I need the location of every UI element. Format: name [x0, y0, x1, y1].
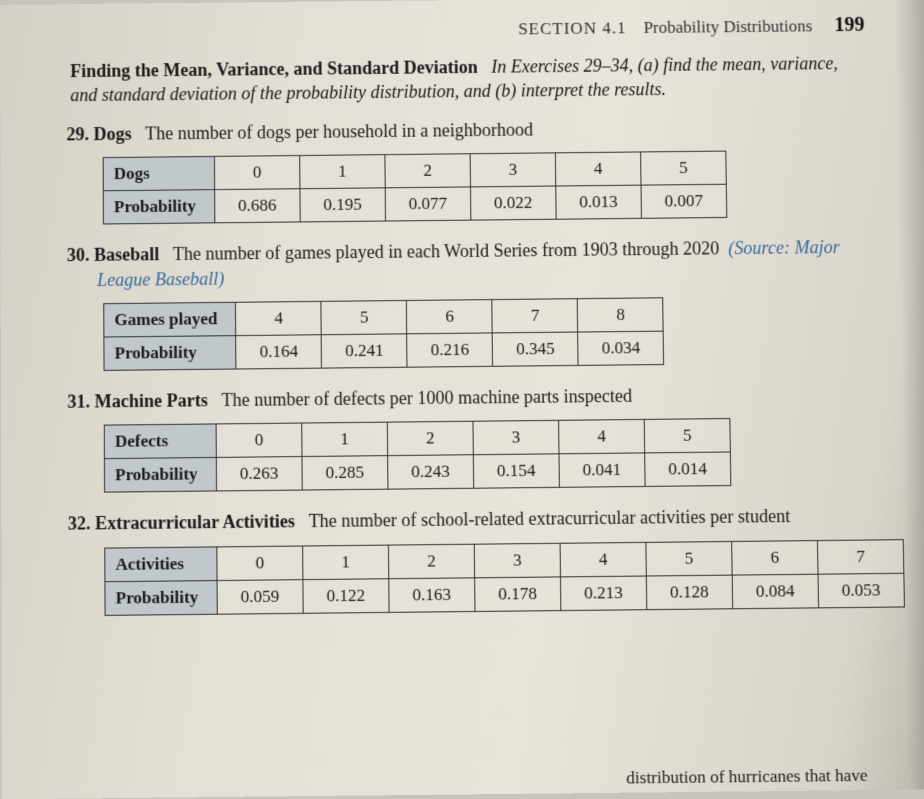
table-row: Probability 0.059 0.122 0.163 0.178 0.21… [105, 573, 904, 615]
row-header: Activities [105, 546, 217, 581]
row-header: Probability [105, 580, 217, 615]
cell: 5 [646, 541, 732, 576]
cell: 4 [555, 152, 641, 186]
cell: 0.686 [215, 188, 301, 222]
table-row: Probability 0.263 0.285 0.243 0.154 0.04… [104, 452, 730, 492]
exercise-prompt: 30. Baseball The number of games played … [67, 234, 879, 293]
table-baseball: Games played 4 5 6 7 8 Probability 0.164… [103, 297, 664, 371]
exercise-number: 29. [66, 124, 89, 144]
cell: 0.122 [303, 578, 389, 613]
cell: 0.013 [556, 185, 642, 219]
section-title: Probability Distributions [643, 16, 812, 37]
cell: 0 [214, 155, 299, 189]
cell: 5 [640, 151, 726, 185]
cell: 0.007 [641, 184, 727, 218]
exercise-31: 31. Machine Parts The number of defects … [67, 381, 882, 493]
exercise-title: Extracurricular Activities [95, 511, 295, 533]
table-dogs: Dogs 0 1 2 3 4 5 Probability 0.686 0.195… [103, 150, 728, 224]
cell: 0.034 [578, 331, 664, 365]
cell: 0.263 [216, 457, 302, 491]
table-row: Probability 0.164 0.241 0.216 0.345 0.03… [104, 331, 664, 370]
row-header: Probability [104, 336, 236, 371]
cell: 0 [216, 423, 302, 457]
cell: 0.195 [300, 188, 386, 222]
row-header: Probability [103, 189, 214, 223]
exercise-title: Machine Parts [95, 390, 208, 411]
cell: 0.216 [407, 333, 493, 367]
exercise-title: Dogs [93, 123, 131, 143]
intro-lead: Finding the Mean, Variance, and Standard… [70, 57, 478, 81]
exercise-prompt: 29. Dogs The number of dogs per househol… [66, 113, 876, 147]
row-header: Defects [104, 424, 216, 459]
cell: 7 [817, 539, 903, 574]
cell: 3 [473, 421, 559, 455]
cell: 5 [644, 419, 730, 453]
cell: 3 [470, 153, 556, 187]
cell: 0.084 [732, 574, 818, 609]
exercise-30: 30. Baseball The number of games played … [67, 234, 881, 371]
cell: 1 [302, 422, 388, 456]
exercise-number: 31. [67, 391, 90, 412]
cell: 0.163 [389, 577, 475, 612]
exercise-number: 32. [68, 513, 91, 534]
cell: 0.213 [560, 576, 646, 611]
cell: 0.053 [818, 573, 904, 608]
exercise-29: 29. Dogs The number of dogs per househol… [66, 113, 877, 224]
cell: 4 [560, 542, 646, 577]
exercise-text: The number of defects per 1000 machine p… [221, 386, 632, 411]
table-activities: Activities 0 1 2 3 4 5 6 7 Probability 0… [104, 539, 905, 616]
cell: 0.154 [473, 454, 559, 488]
exercise-text: The number of dogs per household in a ne… [145, 119, 533, 143]
intro-in-exercises: In Exercises [491, 56, 579, 77]
cell: 2 [388, 544, 474, 579]
cell: 0.077 [385, 187, 471, 221]
cell: 0.128 [646, 575, 732, 610]
cell: 0.241 [322, 334, 408, 368]
row-header: Games played [104, 302, 236, 337]
exercise-prompt: 31. Machine Parts The number of defects … [67, 381, 881, 415]
cell: 2 [385, 154, 471, 188]
row-header: Probability [104, 458, 216, 493]
cell: 5 [321, 301, 407, 335]
cell: 0.285 [302, 456, 388, 490]
cell: 0.345 [493, 332, 579, 366]
table-row: Probability 0.686 0.195 0.077 0.022 0.01… [103, 184, 726, 224]
cell: 7 [492, 299, 578, 333]
running-header: SECTION 4.1 Probability Distributions 19… [60, 14, 875, 46]
exercise-title: Baseball [94, 244, 159, 265]
exercise-number: 30. [67, 245, 90, 265]
cell: 0.059 [217, 579, 303, 614]
textbook-page: SECTION 4.1 Probability Distributions 19… [0, 0, 924, 799]
cell: 4 [236, 302, 322, 336]
cell: 0 [217, 546, 303, 581]
cell: 0.022 [470, 186, 556, 220]
cell: 0.164 [236, 335, 322, 369]
cell: 1 [303, 545, 389, 580]
cell: 2 [387, 422, 473, 456]
row-header: Dogs [103, 156, 214, 190]
exercise-prompt: 32. Extracurricular Activities The numbe… [68, 503, 884, 537]
exercise-text: The number of school-related extracurric… [309, 506, 791, 531]
footer-fragment: distribution of hurricanes that have [626, 765, 867, 788]
exercise-text: The number of games played in each World… [173, 238, 720, 264]
exercise-group-intro: Finding the Mean, Variance, and Standard… [70, 51, 866, 108]
cell: 6 [407, 300, 493, 334]
cell: 0.178 [474, 576, 560, 611]
exercise-32: 32. Extracurricular Activities The numbe… [68, 503, 885, 616]
cell: 4 [558, 420, 644, 454]
cell: 6 [732, 540, 818, 575]
cell: 1 [300, 154, 386, 188]
intro-range: 29–34, [584, 55, 634, 76]
cell: 0.041 [559, 453, 645, 487]
cell: 0.243 [388, 455, 474, 489]
page-number: 199 [834, 14, 864, 36]
cell: 0.014 [645, 452, 731, 486]
cell: 3 [474, 543, 560, 578]
section-label: SECTION 4.1 [518, 18, 627, 38]
table-defects: Defects 0 1 2 3 4 5 Probability 0.263 0.… [104, 418, 731, 493]
cell: 8 [578, 298, 664, 332]
